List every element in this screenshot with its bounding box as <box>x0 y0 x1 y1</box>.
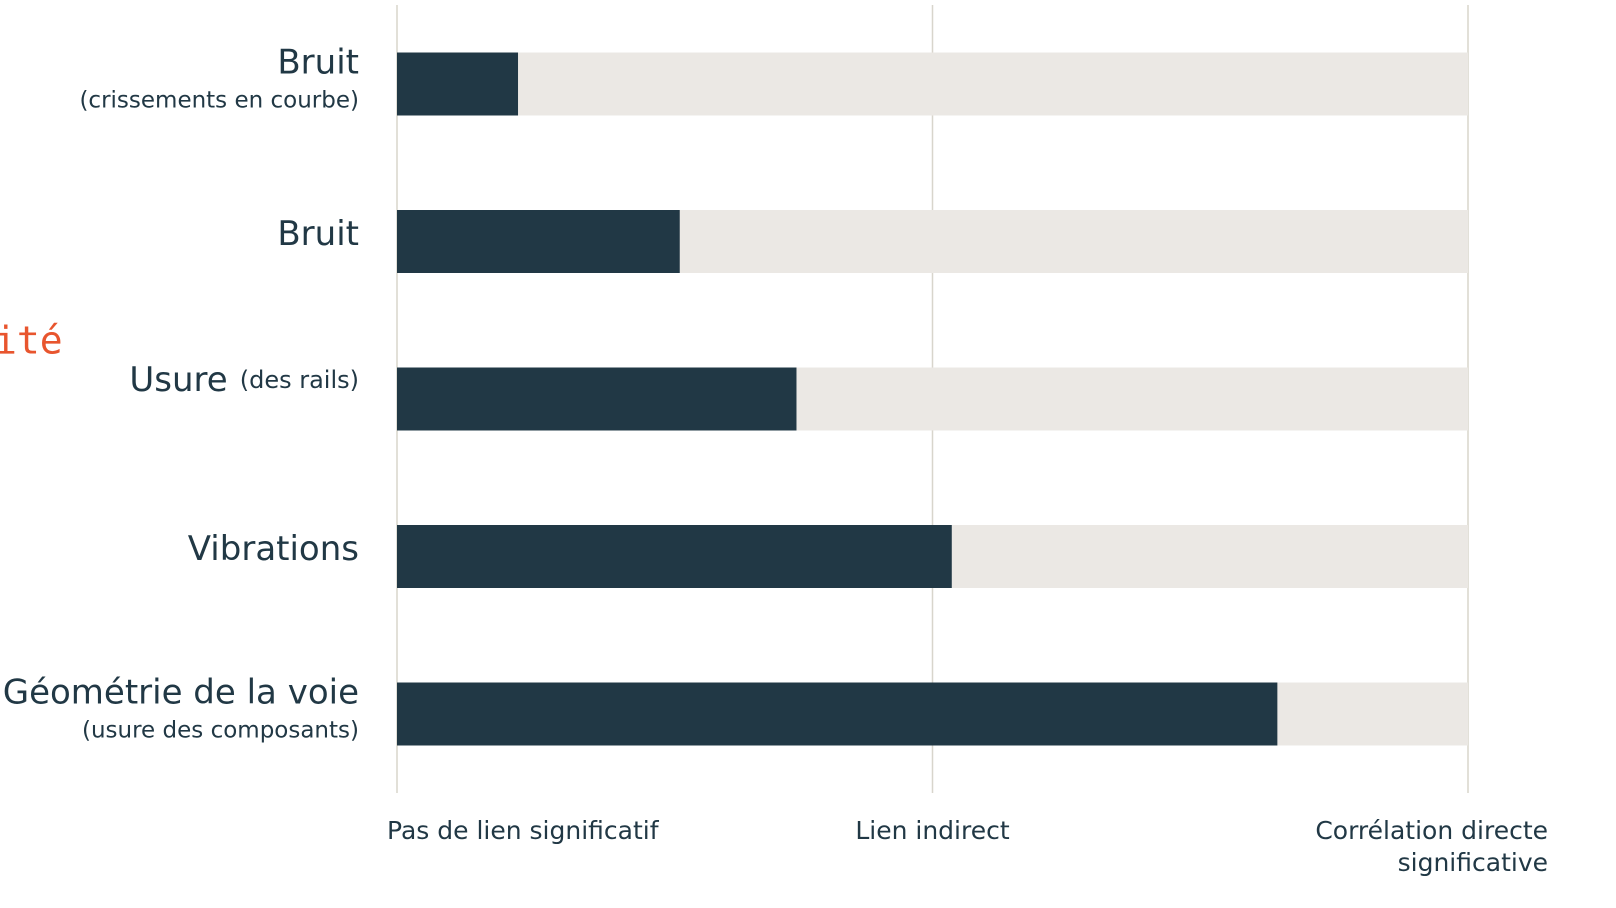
bar <box>397 367 797 431</box>
category-note: (crissements en courbe) <box>79 88 359 114</box>
bar <box>397 210 680 273</box>
bar <box>397 525 952 588</box>
y-tick-label: Bruit <box>277 214 359 254</box>
category-note: (des rails) <box>240 366 359 394</box>
y-tick-label: Usure (des rails) <box>129 360 359 400</box>
bar <box>397 682 1278 746</box>
category-note: (usure des composants) <box>82 718 359 744</box>
y-tick-label: Géométrie de la voie <box>3 673 359 713</box>
x-tick-label: Lien indirect <box>855 816 1010 845</box>
annotation: ité <box>0 319 63 363</box>
x-tick-label: Pas de lien significatif <box>387 816 659 845</box>
bar <box>397 52 519 116</box>
x-tick-label: Corrélation directe significative <box>1315 816 1548 877</box>
y-tick-label: Bruit <box>277 43 359 83</box>
bar-track <box>397 52 1468 116</box>
category-main: Usure <box>129 360 227 400</box>
y-tick-label: Vibrations <box>188 529 359 569</box>
